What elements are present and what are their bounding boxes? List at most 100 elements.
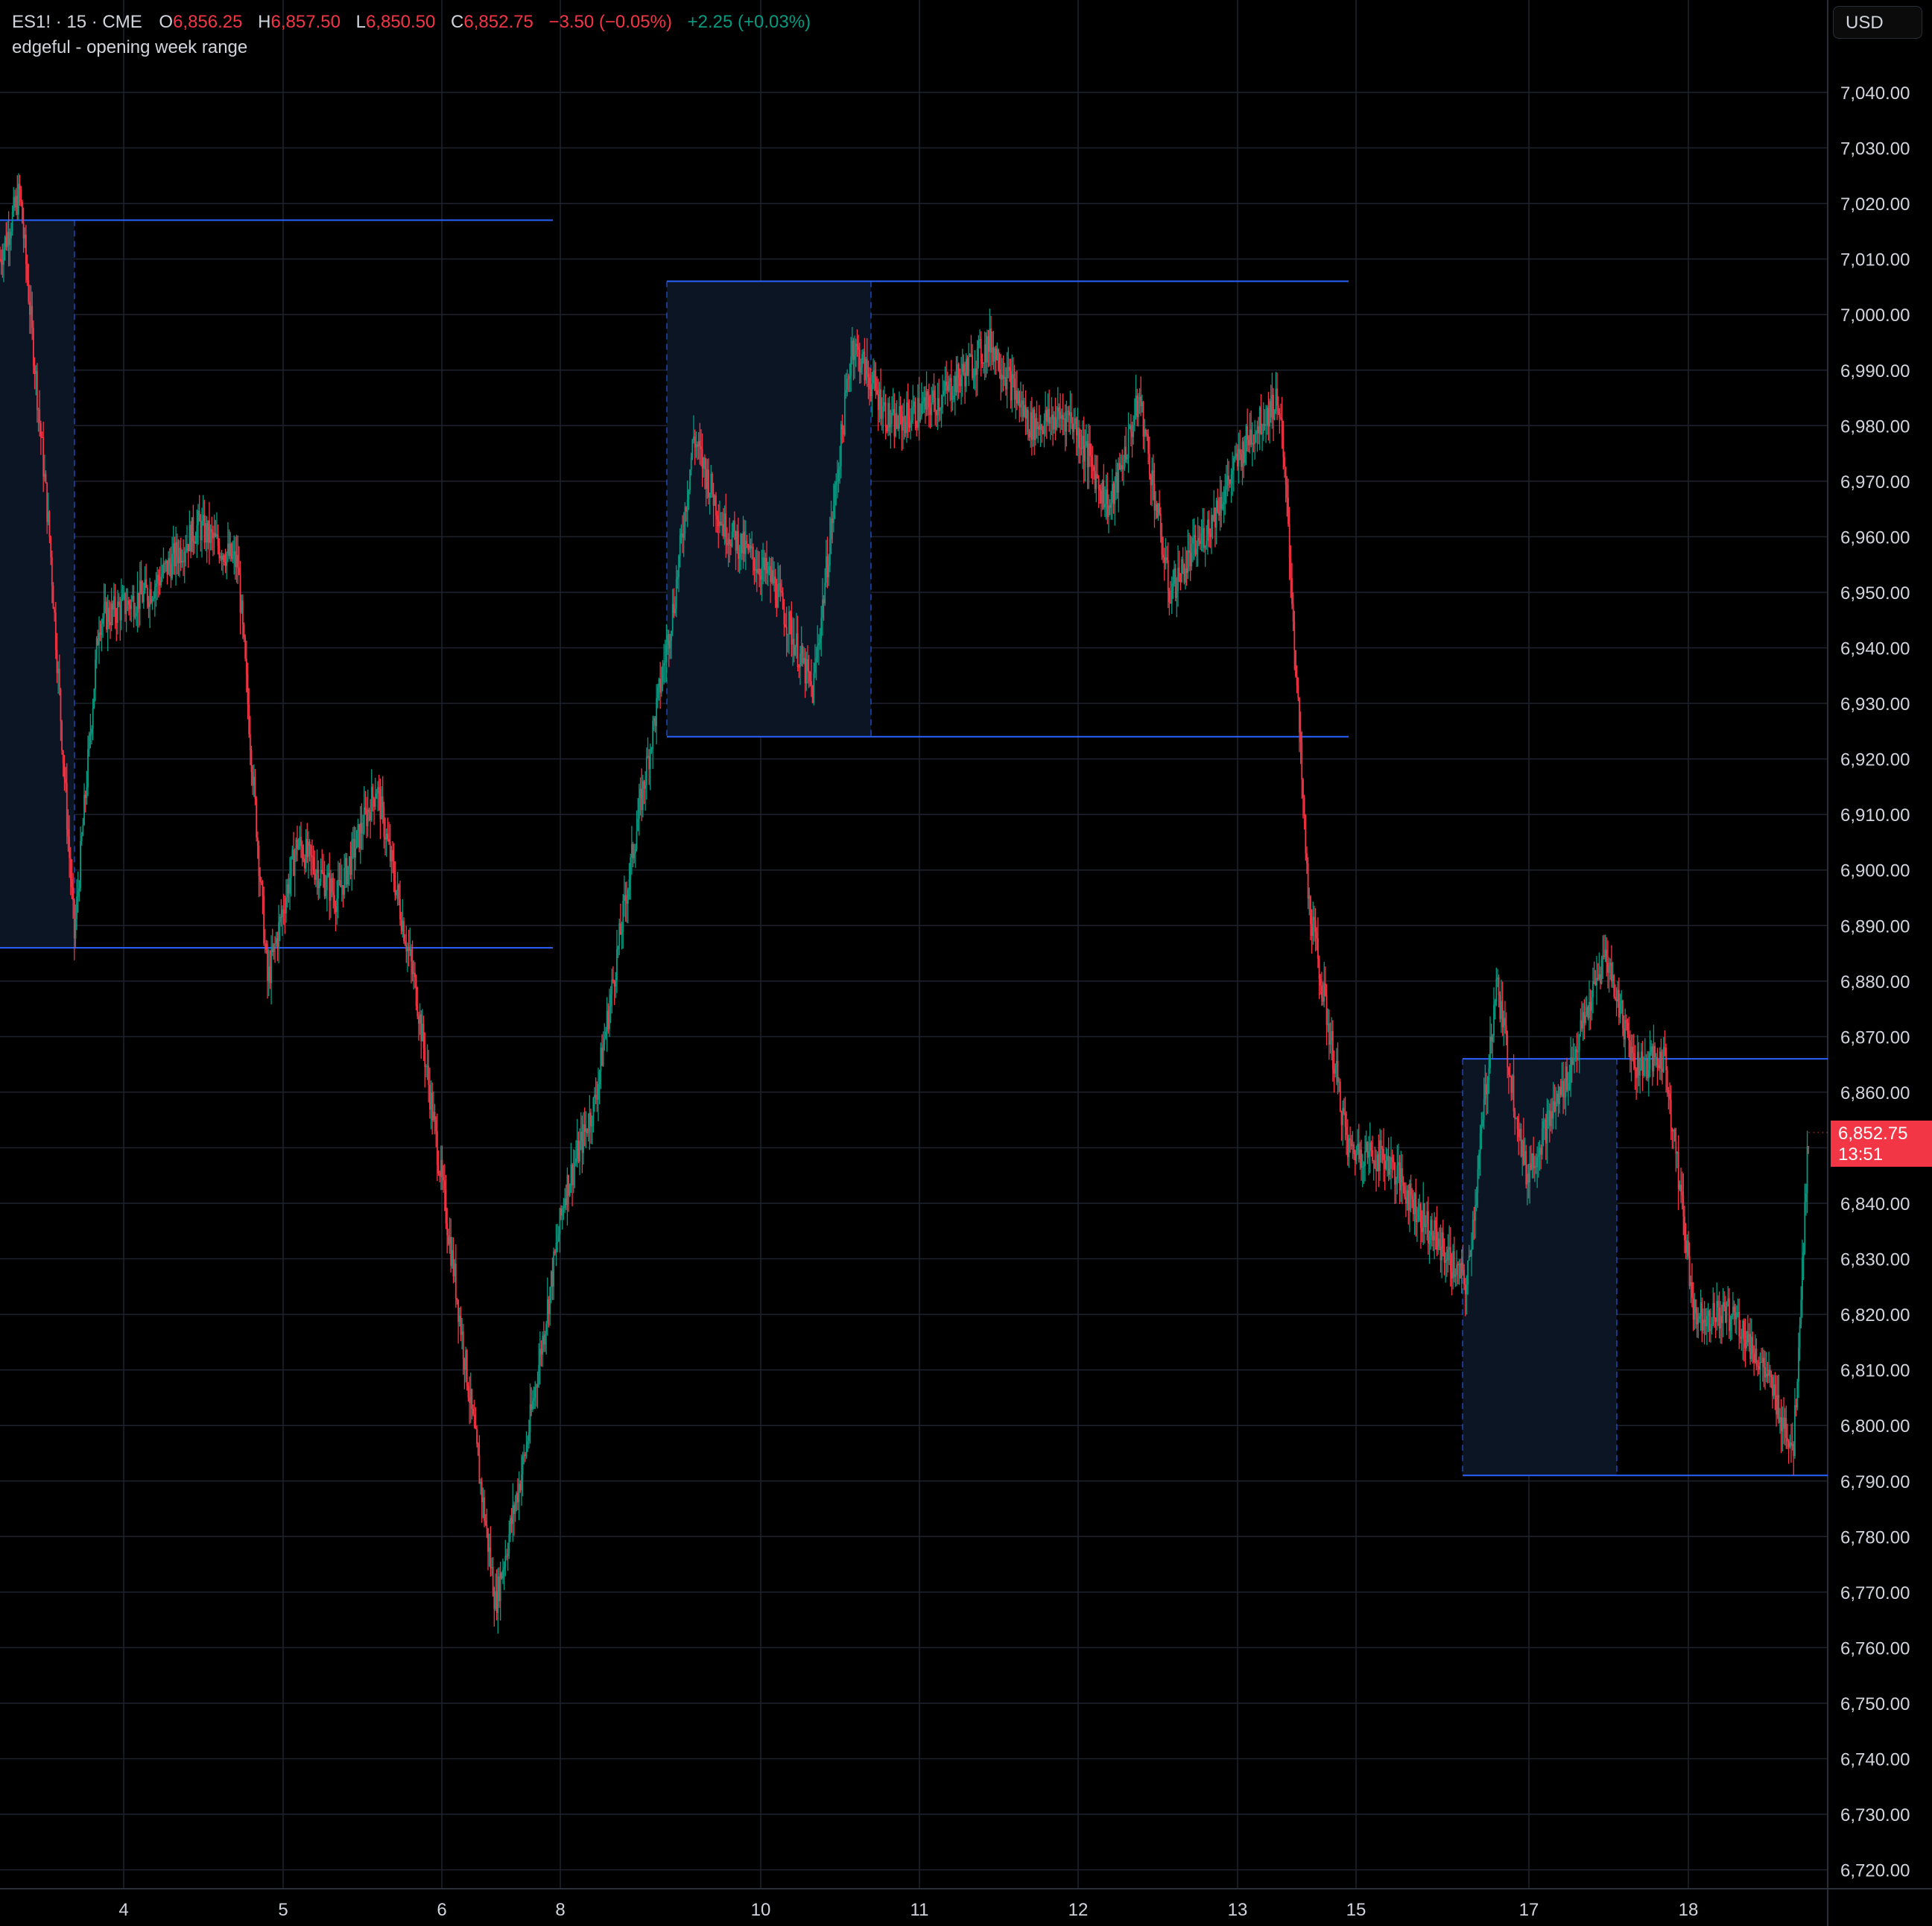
- candle-body: [443, 1180, 446, 1190]
- candle-body: [323, 872, 324, 875]
- candle-body: [1800, 1299, 1802, 1325]
- candle-body: [787, 634, 789, 636]
- candle-body: [1251, 443, 1253, 445]
- candle-body: [221, 556, 223, 560]
- candle-body: [1013, 378, 1016, 400]
- candle-body: [1225, 485, 1227, 490]
- candle-body: [609, 1006, 610, 1030]
- y-tick-label: 6,950.00: [1840, 583, 1910, 604]
- candle-body: [641, 788, 643, 811]
- candle-body: [594, 1095, 595, 1098]
- candle-body: [1282, 436, 1285, 457]
- candle-body: [521, 1474, 522, 1491]
- candle-body: [763, 557, 765, 571]
- candle-body: [229, 543, 232, 557]
- candle-body: [192, 517, 194, 542]
- candle-body: [933, 390, 935, 398]
- candle-body: [1789, 1442, 1791, 1448]
- candle-body: [1619, 1003, 1621, 1018]
- candle-body: [820, 617, 823, 639]
- candle-body: [1759, 1362, 1761, 1370]
- candle-body: [1617, 989, 1619, 1002]
- candle-body: [1125, 446, 1127, 460]
- candle-body: [1525, 1150, 1527, 1185]
- candle-body: [789, 611, 791, 620]
- candle-body: [1738, 1312, 1741, 1337]
- candle-body: [667, 634, 668, 645]
- candle-body: [1453, 1251, 1455, 1277]
- candle-body: [15, 195, 17, 208]
- candle-body: [678, 556, 680, 577]
- candle-body: [557, 1241, 559, 1244]
- candle-body: [11, 212, 13, 232]
- candle-body: [1436, 1228, 1438, 1250]
- y-tick-label: 6,940.00: [1840, 639, 1910, 659]
- candle-body: [1240, 453, 1242, 467]
- candle-body: [621, 931, 623, 935]
- indicator-label[interactable]: edgeful - opening week range: [12, 37, 248, 57]
- candle-body: [256, 799, 258, 837]
- candle-body: [1469, 1255, 1472, 1257]
- candle-body: [212, 532, 214, 539]
- candle-body: [314, 869, 316, 880]
- candle-body: [1159, 513, 1162, 536]
- candle-body: [1262, 423, 1264, 434]
- candle-body: [168, 558, 169, 575]
- candle-body: [1095, 474, 1098, 490]
- candle-body: [1024, 405, 1027, 419]
- candle-body: [206, 522, 208, 543]
- candle-body: [14, 197, 16, 208]
- candle-body: [1650, 1046, 1653, 1053]
- candle-body: [589, 1112, 591, 1133]
- candle-body: [1710, 1328, 1711, 1331]
- candle-body: [880, 389, 881, 419]
- candle-body: [759, 575, 761, 580]
- candle-body: [1494, 1001, 1496, 1005]
- candle-body: [250, 750, 253, 773]
- candle-body: [858, 349, 861, 373]
- candle-body: [633, 853, 636, 859]
- candle-body: [153, 586, 156, 599]
- candle-body: [906, 402, 908, 434]
- candle-body: [110, 603, 113, 626]
- candle-body: [527, 1441, 529, 1445]
- candle-body: [773, 576, 775, 583]
- candle-body: [598, 1083, 599, 1100]
- candle-body: [923, 397, 925, 402]
- candle-body: [174, 543, 176, 567]
- candle-body: [376, 793, 378, 799]
- currency-button[interactable]: USD: [1833, 6, 1922, 39]
- candle-body: [622, 900, 624, 932]
- candle-body: [1787, 1441, 1790, 1448]
- candle-body: [185, 551, 187, 553]
- candle-body: [979, 339, 981, 341]
- candle-body: [1224, 490, 1226, 503]
- candle-body: [615, 980, 617, 986]
- candle-body: [913, 401, 915, 407]
- candle-body: [650, 749, 653, 750]
- candle-body: [1249, 429, 1251, 446]
- candle-body: [203, 515, 206, 543]
- candle-body: [168, 558, 171, 565]
- candle-body: [480, 1481, 481, 1484]
- y-tick-label: 6,800.00: [1840, 1416, 1910, 1436]
- candle-body: [1030, 412, 1032, 438]
- candle-body: [846, 378, 849, 390]
- candle-body: [583, 1124, 586, 1133]
- candle-body: [280, 916, 282, 918]
- candle-body: [1051, 414, 1053, 419]
- candle-body: [978, 340, 980, 349]
- candle-body: [142, 594, 144, 603]
- candle-body: [770, 566, 771, 583]
- candle-body: [1174, 568, 1176, 598]
- x-tick-label: 13: [1228, 1900, 1248, 1920]
- symbol-label[interactable]: ES1! · 15 · CME: [12, 12, 142, 32]
- candle-body: [1291, 577, 1293, 604]
- candle-body: [766, 557, 767, 574]
- candle-body: [355, 830, 358, 849]
- candle-body: [1805, 1193, 1807, 1203]
- candle-body: [481, 1481, 483, 1502]
- candle-body: [97, 638, 99, 645]
